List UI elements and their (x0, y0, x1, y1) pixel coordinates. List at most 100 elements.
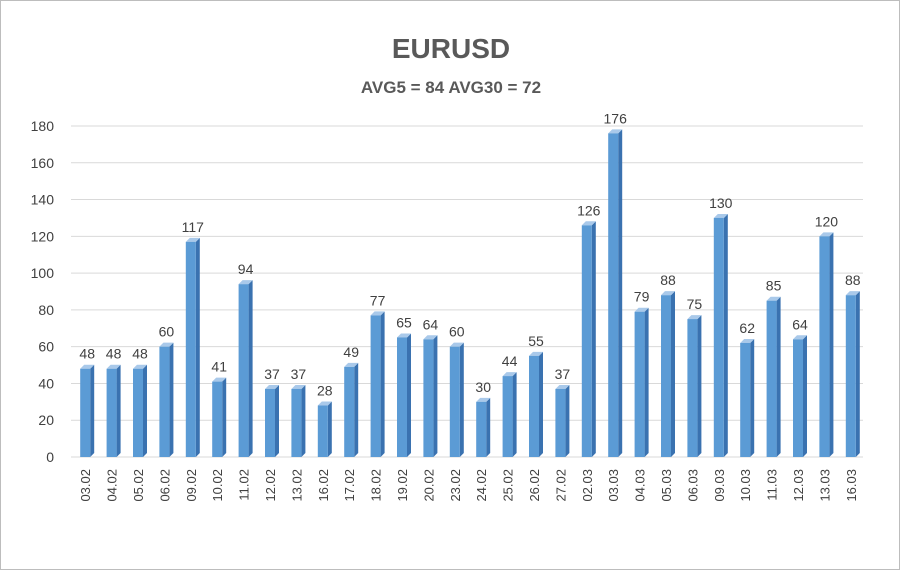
bar-side (301, 384, 306, 457)
bar-front (397, 337, 407, 457)
x-tick-label: 06.03 (685, 469, 700, 502)
bar-top (740, 338, 755, 343)
y-tick-label: 40 (38, 375, 54, 391)
bar-front (740, 342, 751, 457)
bar-front (159, 346, 170, 457)
gridlines (71, 125, 863, 458)
bar-side (776, 296, 781, 457)
bar (397, 333, 411, 457)
bar (133, 364, 147, 457)
data-label: 37 (291, 366, 307, 382)
data-label: 88 (660, 272, 676, 288)
bar-top (845, 291, 860, 296)
y-tick-label: 120 (31, 228, 55, 244)
data-label: 60 (449, 324, 465, 340)
bar-front (449, 346, 460, 457)
bar-front (80, 368, 91, 457)
bar-top (793, 335, 807, 340)
bar-side (855, 291, 860, 457)
data-label: 130 (709, 195, 733, 211)
bar-top (713, 213, 728, 218)
bar-side (143, 364, 147, 457)
bar-side (407, 333, 411, 457)
bar-top (634, 307, 649, 312)
bar-side (565, 384, 570, 457)
bar-top (106, 364, 121, 369)
x-tick-label: 03.02 (78, 469, 93, 502)
data-label: 48 (132, 346, 148, 362)
data-label: 44 (502, 353, 518, 369)
bar (291, 384, 306, 457)
bar-top (133, 364, 147, 369)
x-tick-label: 23.02 (448, 469, 463, 502)
data-label: 49 (343, 344, 359, 360)
bar-top (423, 335, 438, 340)
chart-subtitle: AVG5 = 84 AVG30 = 72 (361, 78, 541, 97)
data-label: 75 (687, 296, 703, 312)
x-tick-label: 13.03 (817, 469, 832, 502)
x-tick-label: 16.02 (316, 469, 331, 502)
bar-side (380, 311, 385, 457)
bar-side (116, 364, 121, 457)
data-label: 176 (604, 110, 628, 126)
bar (212, 377, 227, 457)
x-tick-label: 25.02 (501, 469, 516, 502)
bar-side (750, 338, 755, 457)
data-label: 37 (555, 366, 571, 382)
bar-top (819, 232, 834, 237)
bar-top (449, 342, 464, 347)
x-tick-label: 11.03 (765, 469, 780, 501)
bar-front (581, 225, 592, 457)
x-tick-label: 09.03 (712, 469, 727, 502)
bar-top (80, 364, 95, 369)
bar (713, 213, 728, 457)
bar-front (370, 315, 381, 457)
y-tick-label: 80 (38, 302, 54, 318)
data-label: 28 (317, 383, 333, 399)
bar (344, 362, 359, 457)
bar-front (793, 339, 803, 457)
bar-side (486, 397, 491, 457)
data-label: 60 (159, 324, 175, 340)
data-label: 77 (370, 292, 386, 308)
bar-side (591, 221, 596, 457)
bar-side (195, 237, 200, 457)
bar-top (370, 311, 385, 316)
x-tick-label: 13.02 (289, 469, 304, 502)
x-tick-label: 09.02 (184, 469, 199, 502)
bar-side (90, 364, 95, 457)
bar-top (291, 384, 306, 389)
bar-side (539, 351, 543, 457)
data-label: 94 (238, 261, 254, 277)
bar-top (185, 237, 200, 242)
x-tick-label: 10.02 (210, 469, 225, 502)
bar (317, 401, 332, 457)
bar (793, 335, 807, 457)
bar-front (317, 405, 328, 457)
bar (106, 364, 121, 457)
bar-front (185, 241, 196, 457)
y-axis: 0 20 40 60 80 100 120 140 160 180 (31, 118, 55, 465)
bar (159, 342, 174, 457)
x-tick-label: 27.02 (553, 469, 568, 502)
bar (529, 351, 543, 457)
bar-front (634, 311, 645, 457)
bar-top (687, 315, 702, 320)
bar (80, 364, 95, 457)
bar-top (608, 129, 623, 134)
bar-top (476, 397, 491, 402)
bar-front (766, 300, 777, 457)
bar-front (212, 381, 223, 457)
bar-top (529, 351, 543, 356)
y-tick-label: 60 (38, 339, 54, 355)
data-label: 48 (79, 346, 95, 362)
x-tick-label: 16.03 (844, 469, 859, 502)
bar-side (459, 342, 464, 457)
bar-top (555, 384, 570, 389)
bar (265, 384, 279, 457)
bar-top (581, 221, 596, 226)
bar-top (238, 280, 253, 285)
bar (634, 307, 649, 457)
